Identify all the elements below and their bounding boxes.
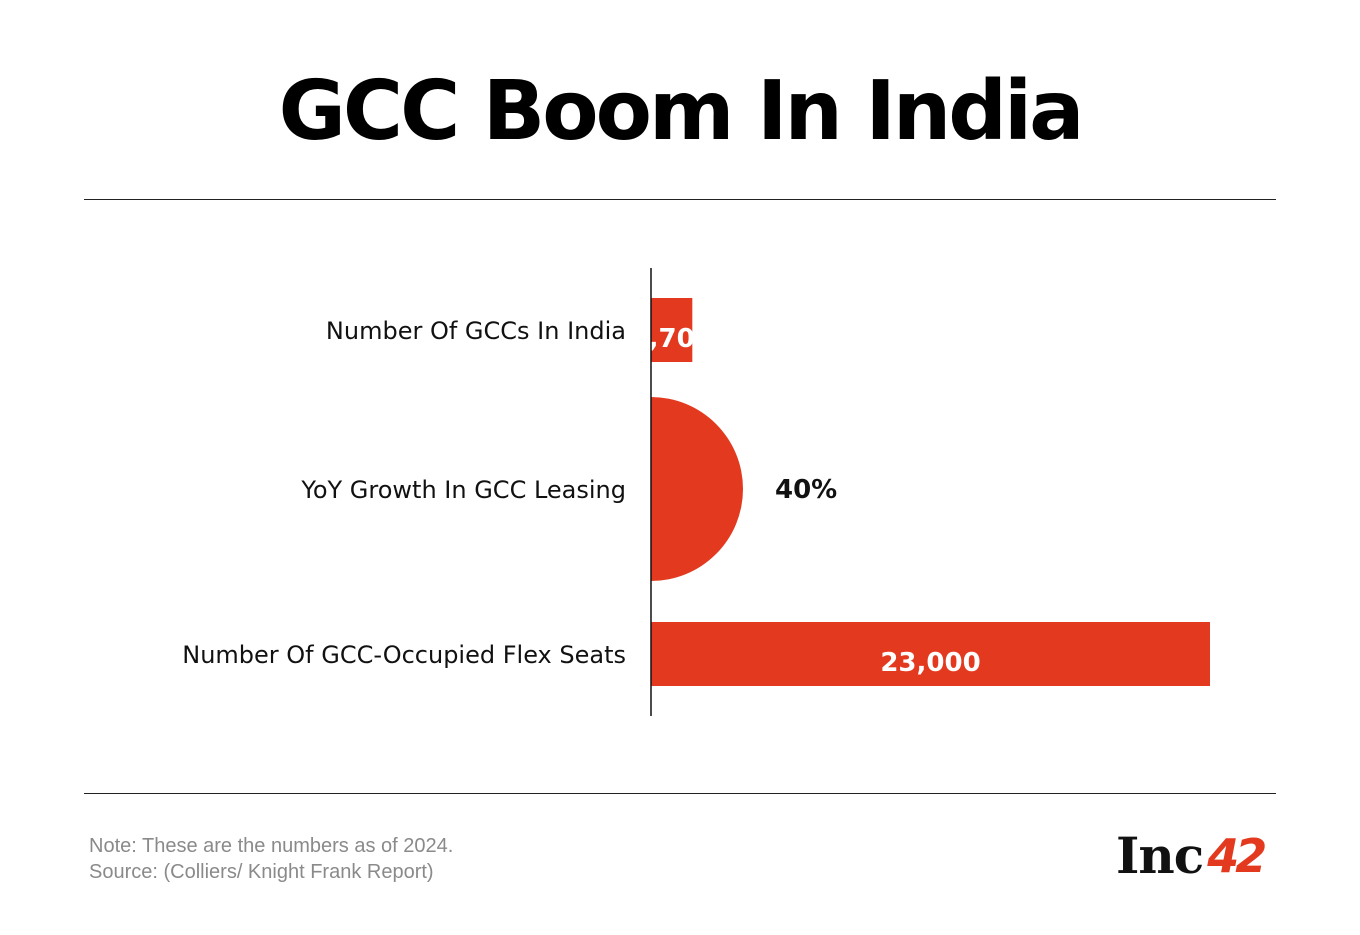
category-label-yoy-growth-in-gcc-leasing: YoY Growth In GCC Leasing (300, 476, 626, 504)
chart-title: GCC Boom In India (278, 64, 1085, 159)
footer-source-text: Source: (Colliers/ Knight Frank Report) (89, 861, 434, 883)
bar-number-of-gccs-in-india (651, 298, 693, 362)
logo-number: 42 (1207, 829, 1267, 883)
data-label-number-of-gccs-in-india: 1,700 (631, 324, 713, 354)
data-label-number-of-gcc-occupied-flex-seats: 23,000 (880, 648, 980, 678)
data-label-yoy-growth-in-gcc-leasing: 40% (775, 475, 837, 505)
bottom-divider (84, 793, 1276, 794)
logo-word: Inc (1116, 826, 1204, 885)
footer-note-text: Note: These are the numbers as of 2024. (89, 835, 454, 857)
inc42-logo: Inc 42 (1116, 826, 1267, 886)
half-circle-yoy-growth-in-gcc-leasing (651, 397, 743, 581)
bar-number-of-gcc-occupied-flex-seats (651, 622, 1210, 686)
category-label-number-of-gcc-occupied-flex-seats: Number Of GCC-Occupied Flex Seats (182, 641, 626, 669)
footer-notes: Note: These are the numbers as of 2024. … (89, 833, 453, 885)
top-divider (84, 199, 1276, 200)
category-label-number-of-gccs-in-india: Number Of GCCs In India (326, 317, 626, 345)
